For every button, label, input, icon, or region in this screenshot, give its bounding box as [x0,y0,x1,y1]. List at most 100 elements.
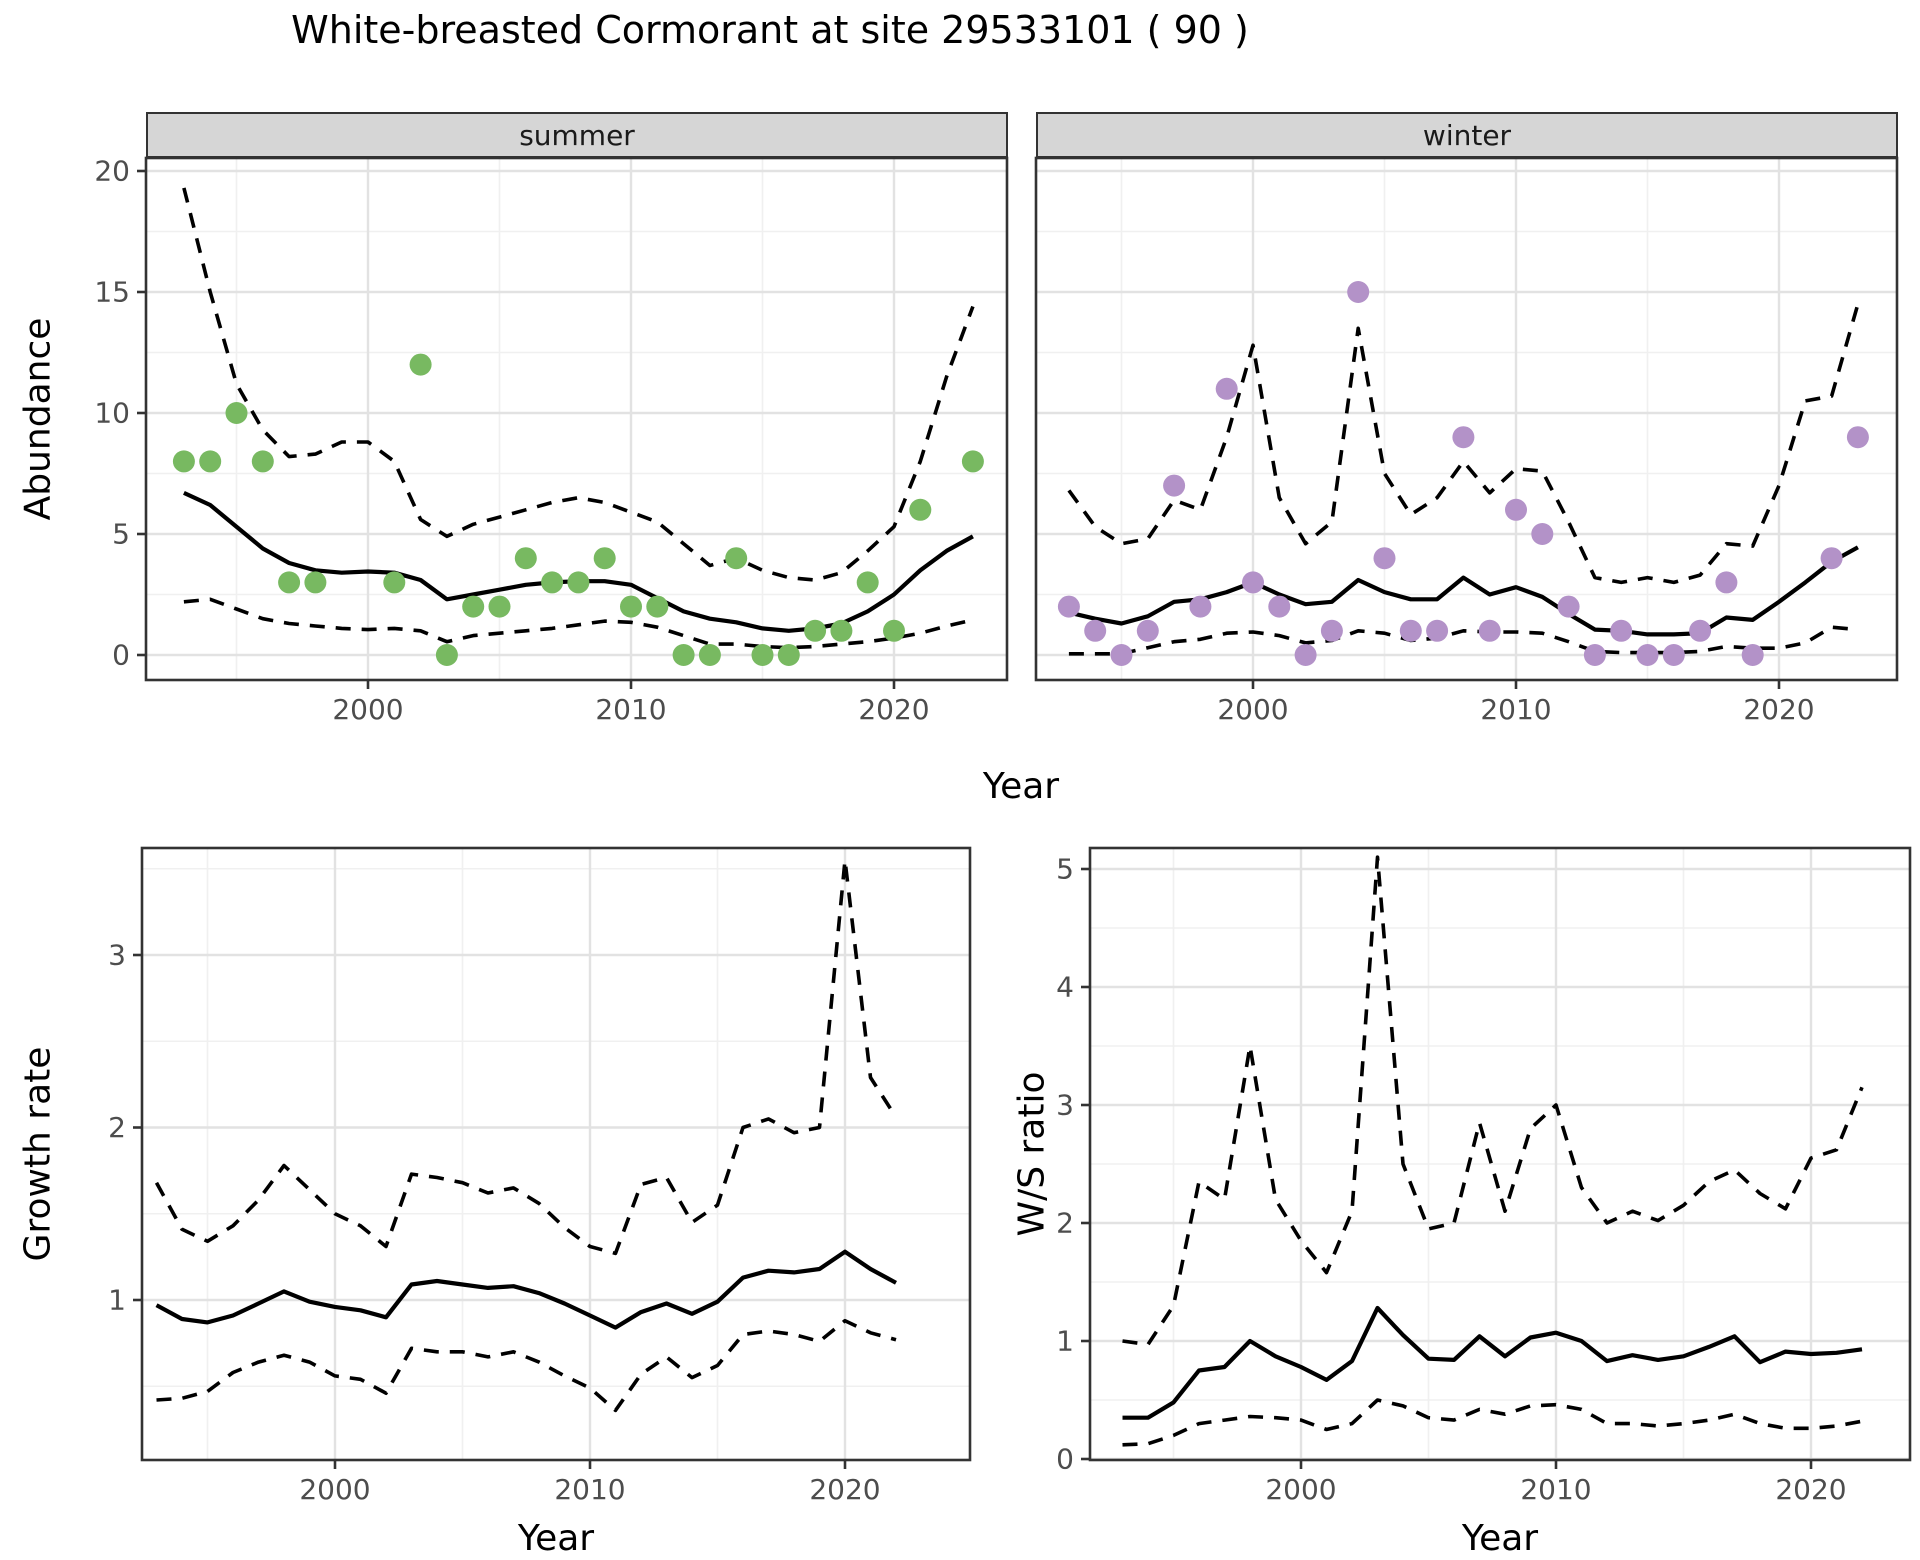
facet-strip-winter: winter [1036,112,1898,158]
y-tick-label: 2 [1056,1207,1074,1240]
y-tick-label: 3 [1056,1089,1074,1122]
x-tick-label: 2020 [1775,1473,1846,1506]
data-point [1557,595,1580,618]
data-point [383,571,406,594]
y-tick-label: 0 [1056,1443,1074,1476]
data-point [725,547,748,570]
x-tick-label: 2010 [1520,1473,1591,1506]
data-point [251,450,274,473]
data-point [777,644,800,666]
data-point [620,595,642,618]
x-tick-label: 2000 [299,1473,370,1506]
data-point [172,450,195,473]
data-point [909,498,932,521]
data-point [1583,644,1606,666]
panel-background [146,158,1007,680]
data-point [830,619,853,642]
data-point [1715,571,1738,594]
data-point [225,402,248,424]
data-point [462,595,485,618]
data-point [751,644,774,666]
data-point [1399,619,1422,642]
x-tick-label: 2000 [332,693,403,726]
data-point [672,644,695,666]
data-point [1505,498,1527,521]
data-point [1820,547,1843,570]
panel-ws: 2000 2010 2020 0 1 2 3 4 5 [1056,846,1912,1506]
x-tick-label: 2020 [1743,693,1814,726]
panel-border [140,846,972,1462]
ws-year-axis-title: Year [1461,1518,1539,1559]
y-tick-label: 10 [94,397,130,430]
facet-strip-summer: summer [146,112,1008,158]
y-tick-label: 1 [1056,1325,1074,1358]
data-point [1057,595,1080,618]
mean-line [155,1249,897,1330]
data-point [1452,426,1475,449]
data-point [199,450,222,473]
mean-line [1122,1305,1863,1420]
data-point [1110,644,1133,666]
y-tick-label: 20 [94,155,130,188]
panel-border [1034,156,1899,682]
data-point [1426,619,1449,642]
x-tick-label: 2010 [595,693,666,726]
data-point [409,353,432,376]
data-point [1662,644,1685,666]
abundance-axis-title: Abundance [17,317,59,521]
y-tick-label: 0 [112,639,130,672]
panel-border [1088,846,1912,1462]
ci-lower-line [183,597,974,650]
data-point [1084,619,1107,642]
y-tick-label: 5 [1056,853,1074,886]
ci-lower-line [1122,1398,1863,1447]
y-tick-label: 4 [1056,971,1074,1004]
y-tick-label: 2 [108,1111,126,1144]
data-point [856,571,879,594]
growth-year-axis-title: Year [517,1518,595,1559]
data-point [1689,619,1712,642]
data-point [278,571,301,594]
growth-rate-axis-title: Growth rate [17,1046,59,1262]
data-point [1846,426,1869,449]
data-point [1741,644,1764,666]
data-point [1215,377,1238,400]
panel-winter: 2000 2010 2020 [1034,156,1899,726]
panel-summer: 2000 2010 2020 0 5 10 15 20 [94,155,1009,726]
x-tick-label: 2020 [809,1473,880,1506]
panel-growth: 2000 2010 2020 1 2 3 [108,846,972,1506]
ws-ratio-axis-title: W/S ratio [1011,1071,1053,1237]
data-point [488,595,511,618]
data-point [304,571,327,594]
panel-background [1036,158,1897,680]
ci-lower-line [1068,625,1859,656]
ci-lower-line [156,1318,897,1413]
data-point [1268,595,1291,618]
data-point [1636,644,1659,666]
facet-strip-winter-label: winter [1422,118,1512,152]
x-tick-label: 2010 [1480,693,1551,726]
figure-title: White-breasted Cormorant at site 2953310… [291,8,1249,52]
y-tick-label: 5 [112,518,130,551]
data-point [1531,523,1554,545]
y-tick-label: 3 [108,939,126,972]
data-point [698,644,721,666]
x-tick-label: 2010 [554,1473,625,1506]
ci-upper-line [154,858,898,1256]
data-point [1610,619,1633,642]
data-point [1136,619,1159,642]
ci-upper-line [1122,855,1864,1347]
data-point [646,595,669,618]
data-point [883,619,905,642]
x-tick-label: 2020 [858,693,929,726]
ci-upper-line [1067,303,1860,585]
data-point [593,547,616,570]
data-point [1189,595,1212,618]
x-tick-label: 2000 [1217,693,1288,726]
data-point [567,571,590,594]
data-point [961,450,984,473]
data-point [1242,571,1264,594]
y-tick-label: 1 [108,1284,126,1317]
data-point [435,644,458,666]
